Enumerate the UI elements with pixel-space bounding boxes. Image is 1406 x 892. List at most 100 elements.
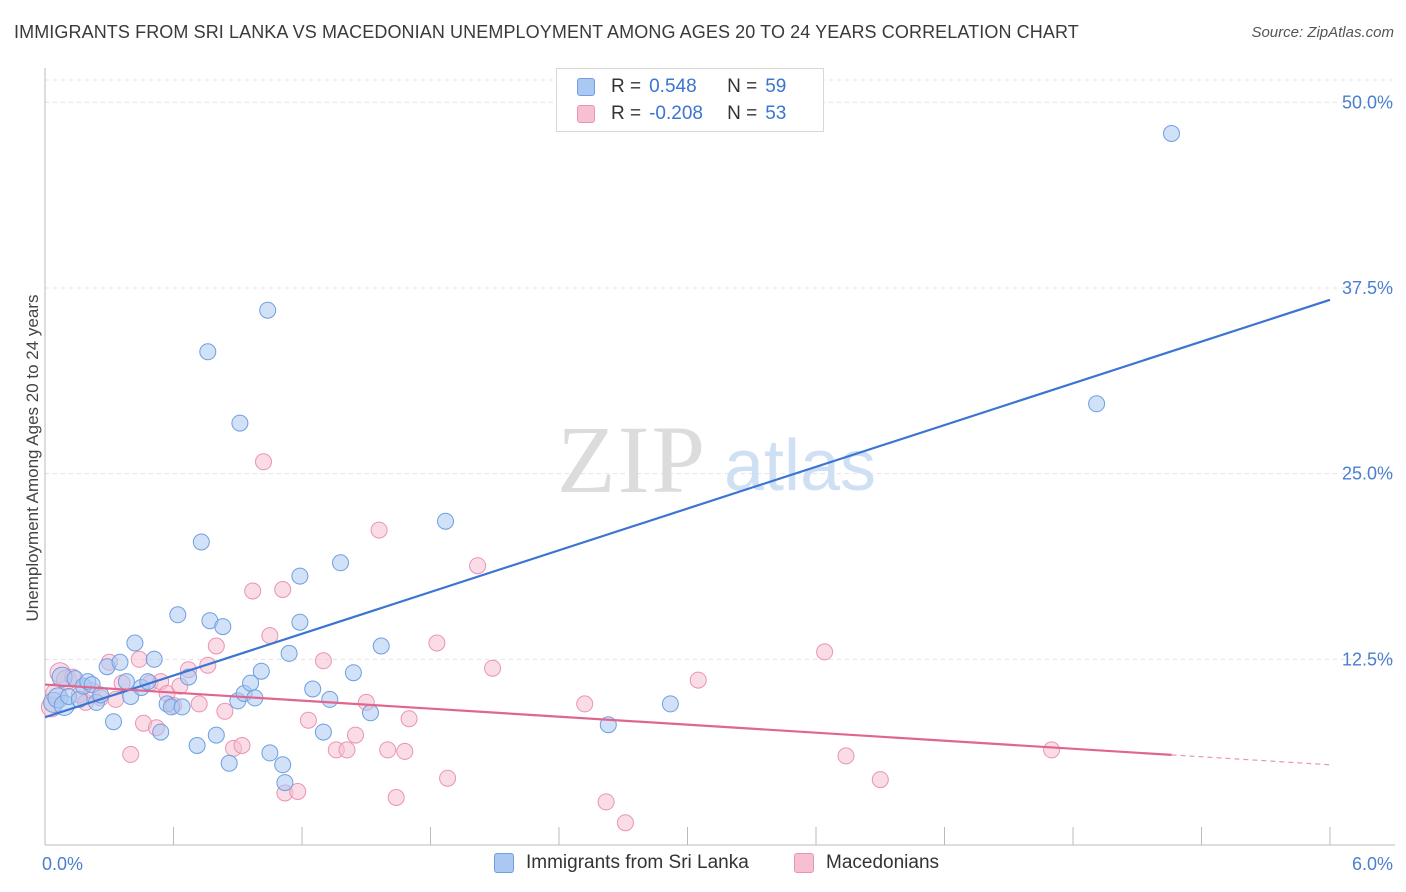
- sri-lanka-points: [43, 125, 1180, 792]
- macedonians-point: [689, 671, 707, 689]
- chart-title: IMMIGRANTS FROM SRI LANKA VS MACEDONIAN …: [14, 22, 1079, 42]
- macedonians-point: [816, 643, 834, 661]
- macedonians-point: [244, 582, 262, 600]
- sri-lanka-point: [280, 644, 298, 662]
- macedonians-point: [439, 769, 457, 787]
- legend-item-macedonians[interactable]: Macedonians: [794, 852, 939, 874]
- macedonians-point: [396, 742, 414, 760]
- macedonians-point: [871, 771, 889, 789]
- sri-lanka-point: [344, 664, 362, 682]
- macedonians-point: [387, 789, 405, 806]
- macedonians-point: [289, 783, 307, 800]
- legend-label-macedonians: Macedonians: [826, 852, 940, 873]
- macedonians-point: [576, 695, 594, 713]
- legend-row-sri-lanka: R = 0.548 N = 59: [577, 75, 786, 99]
- sri-lanka-point: [169, 606, 187, 624]
- macedonians-point: [1043, 741, 1061, 759]
- sri-lanka-point: [214, 618, 232, 636]
- sri-lanka-point: [199, 343, 217, 361]
- trend-lines: [44, 298, 1331, 766]
- sri-lanka-point: [314, 723, 332, 741]
- macedonians-point: [370, 521, 388, 539]
- legend-n-label: N =: [727, 76, 758, 97]
- watermark-zip: ZIP: [557, 406, 707, 513]
- legend-r-value: 0.548: [649, 76, 697, 97]
- macedonians-point: [299, 711, 317, 729]
- tick-labels: 12.5% 25.0% 37.5% 50.0% 0.0% 6.0%: [42, 92, 1393, 874]
- macedonians-point: [616, 814, 634, 832]
- correlation-legend: R = 0.548 N = 59 R = -0.208 N = 53: [556, 68, 824, 132]
- source-credit: Source: ZipAtlas.com: [1251, 24, 1394, 41]
- sri-lanka-point: [304, 680, 322, 698]
- legend-n-value: 59: [765, 76, 787, 97]
- zipatlas-watermark: ZIP atlas: [557, 406, 876, 513]
- sri-lanka-point: [261, 744, 279, 762]
- legend-item-sri-lanka[interactable]: Immigrants from Sri Lanka: [494, 852, 749, 874]
- sri-lanka-point: [661, 695, 679, 713]
- macedonians-point: [274, 581, 292, 598]
- grid-lines: [45, 79, 1395, 660]
- sri-lanka-point: [180, 668, 197, 686]
- macedonians-point: [379, 741, 397, 759]
- legend-r-label: R =: [611, 103, 642, 124]
- macedonians-point: [837, 747, 855, 765]
- macedonians-point: [400, 710, 418, 728]
- sri-lanka-point: [372, 637, 390, 655]
- macedonians-point: [216, 702, 234, 720]
- sri-lanka-point: [145, 650, 163, 668]
- sri-lanka-point: [291, 567, 309, 585]
- sri-lanka-point: [117, 673, 135, 691]
- y-tick-label: 25.0%: [1342, 464, 1393, 484]
- sri-lanka-point: [111, 653, 129, 671]
- sri-lanka-point: [1088, 395, 1106, 413]
- sri-lanka-point: [332, 554, 349, 572]
- sri-lanka-point: [207, 726, 225, 744]
- macedonians-point: [122, 745, 140, 763]
- sri-lanka-point: [437, 512, 454, 530]
- axes: [44, 68, 1395, 846]
- watermark-atlas: atlas: [724, 426, 876, 506]
- y-tick-label: 12.5%: [1342, 649, 1393, 669]
- legend-swatch-blue: [577, 78, 595, 96]
- legend-swatch-blue: [494, 853, 514, 873]
- sri-lanka-point: [321, 690, 339, 708]
- sri-lanka-trend-line: [44, 298, 1331, 719]
- legend-swatch-pink: [794, 853, 814, 873]
- macedonians-point: [207, 637, 225, 655]
- series-legend: Immigrants from Sri Lanka Macedonians: [0, 852, 1406, 878]
- macedonians-point: [233, 737, 251, 754]
- x-tick-label: 6.0%: [1352, 854, 1393, 874]
- sri-lanka-point: [362, 704, 379, 722]
- macedonians-point: [261, 627, 279, 645]
- sri-lanka-point: [105, 713, 122, 731]
- macedonians-points: [40, 453, 1061, 832]
- macedonians-point: [428, 634, 446, 652]
- sri-lanka-point: [231, 414, 249, 432]
- macedonians-point: [347, 726, 364, 744]
- legend-n-label: N =: [727, 103, 758, 124]
- macedonians-point: [484, 659, 502, 677]
- macedonians-point: [130, 650, 148, 668]
- legend-row-macedonians: R = -0.208 N = 53: [577, 102, 786, 126]
- sri-lanka-point: [220, 754, 238, 772]
- macedonians-point: [255, 453, 272, 471]
- macedonians-trend-line: [44, 683, 1172, 756]
- legend-n-value: 53: [765, 103, 787, 124]
- y-tick-label: 37.5%: [1342, 278, 1393, 298]
- sri-lanka-point: [192, 533, 210, 551]
- legend-r-label: R =: [611, 76, 642, 97]
- sri-lanka-point: [252, 662, 270, 680]
- y-axis-label: Unemployment Among Ages 20 to 24 years: [23, 295, 42, 622]
- sri-lanka-point: [276, 774, 294, 792]
- sri-lanka-point: [173, 698, 191, 716]
- sri-lanka-point: [1163, 125, 1180, 142]
- macedonians-trend-extension: [1171, 754, 1331, 766]
- macedonians-point: [338, 741, 356, 759]
- sri-lanka-point: [274, 756, 292, 774]
- sri-lanka-point: [259, 301, 277, 319]
- x-tick-label: 0.0%: [42, 854, 83, 874]
- macedonians-point: [597, 793, 615, 811]
- legend-r-value: -0.208: [649, 103, 703, 124]
- macedonians-point: [190, 695, 208, 713]
